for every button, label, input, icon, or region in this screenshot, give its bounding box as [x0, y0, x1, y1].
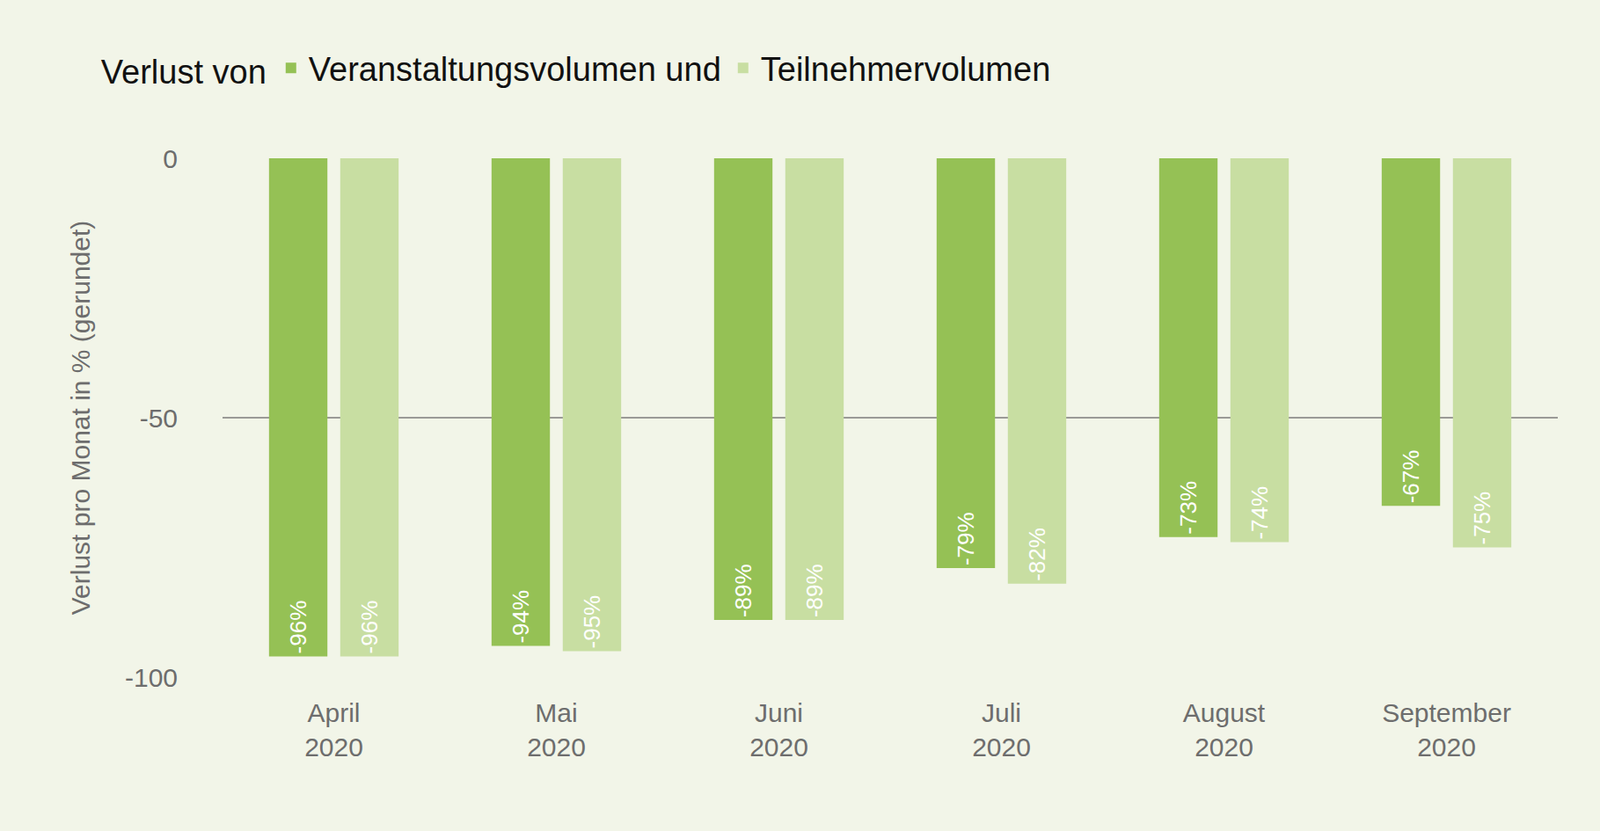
svg-text:-50: -50 [139, 403, 178, 433]
svg-text:-96%: -96% [356, 600, 383, 655]
svg-text:-75%: -75% [1468, 491, 1496, 546]
svg-text:August2020: August2020 [1183, 698, 1266, 762]
svg-text:-67%: -67% [1397, 450, 1425, 505]
svg-text:-82%: -82% [1023, 527, 1051, 582]
svg-text:-73%: -73% [1175, 481, 1202, 535]
svg-text:-79%: -79% [952, 511, 979, 566]
svg-text:Veranstaltungsvolumen und: Veranstaltungsvolumen und [308, 51, 722, 88]
svg-text:-94%: -94% [507, 590, 534, 644]
svg-text:Juni2020: Juni2020 [749, 698, 809, 762]
svg-text:Juli2020: Juli2020 [971, 698, 1031, 762]
svg-text:-89%: -89% [730, 563, 757, 618]
svg-text:April2020: April2020 [304, 698, 364, 762]
svg-text:-89%: -89% [801, 563, 828, 618]
svg-text:-100: -100 [124, 663, 178, 693]
svg-text:Verlust pro Monat in % (gerund: Verlust pro Monat in % (gerundet) [65, 220, 95, 616]
svg-text:-95%: -95% [578, 595, 606, 650]
svg-text:-96%: -96% [284, 600, 312, 655]
svg-text:0: 0 [162, 144, 178, 174]
svg-text:Verlust von: Verlust von [101, 53, 267, 91]
svg-text:September2020: September2020 [1381, 698, 1512, 762]
svg-text:Teilnehmervolumen: Teilnehmervolumen [760, 51, 1051, 88]
svg-text:-74%: -74% [1246, 486, 1273, 541]
svg-text:Mai2020: Mai2020 [526, 698, 586, 762]
